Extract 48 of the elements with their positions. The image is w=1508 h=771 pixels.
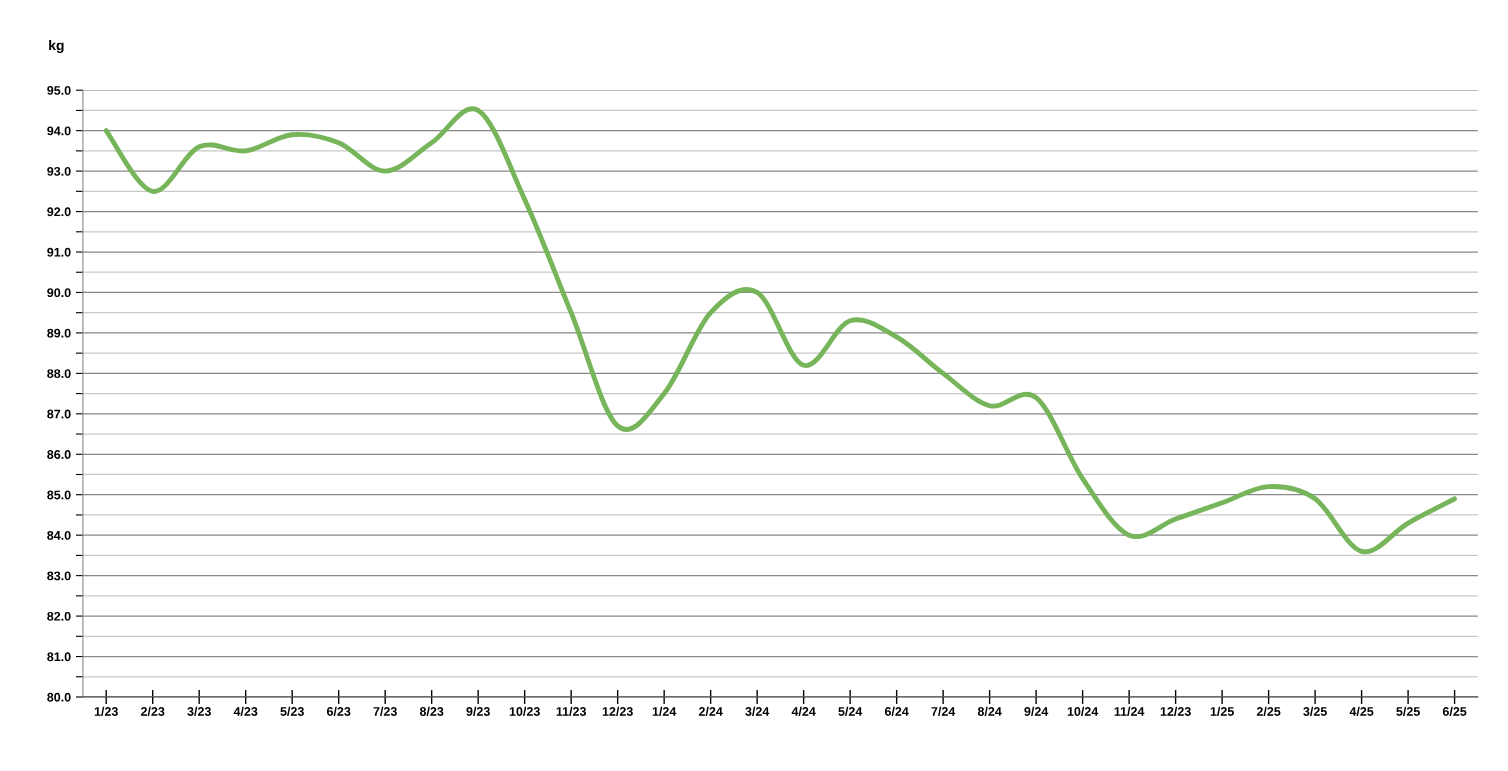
x-tick-label: 9/23	[466, 706, 490, 717]
line-series	[103, 107, 1458, 554]
y-axis-title: kg	[49, 40, 64, 54]
x-tick-label: 8/24	[977, 706, 1002, 717]
y-tick-label: 82.0	[47, 611, 71, 621]
y-tick-label: 92.0	[47, 207, 71, 217]
x-tick-label: 11/23	[556, 706, 586, 717]
y-tick-label: 85.0	[47, 490, 71, 500]
x-tick-label: 1/23	[94, 706, 118, 717]
x-tick-label: 10/24	[1067, 706, 1099, 717]
x-tick-label: 8/23	[419, 706, 444, 717]
x-tick-label: 12/23	[1160, 706, 1191, 717]
x-tick-label: 6/25	[1442, 706, 1467, 717]
x-tick-label: 2/23	[140, 706, 165, 717]
y-tick-label: 91.0	[47, 247, 71, 257]
x-tick-label: 3/24	[745, 706, 770, 717]
y-tick-label: 88.0	[47, 369, 71, 379]
x-tick-label: 4/25	[1349, 706, 1374, 717]
x-tick-label: 5/25	[1396, 706, 1420, 717]
x-tick-label: 10/23	[509, 706, 540, 717]
x-tick-label: 4/23	[233, 706, 258, 717]
y-tick-label: 93.0	[47, 166, 71, 176]
y-tick-label: 81.0	[47, 652, 71, 662]
x-tick-label: 6/23	[326, 706, 351, 717]
y-tick-label: 86.0	[47, 450, 71, 459]
y-tick-label: 84.0	[47, 530, 71, 540]
y-tick-label: 95.0	[47, 86, 71, 95]
x-tick-label: 7/23	[373, 706, 397, 717]
x-tick-label: 7/24	[931, 706, 956, 717]
y-tick-label: 87.0	[47, 409, 71, 419]
x-tick-label: 11/24	[1114, 706, 1145, 717]
x-tick-label: 5/24	[838, 706, 863, 717]
x-tick-label: 6/24	[884, 706, 909, 717]
y-tick-label: 94.0	[47, 126, 71, 136]
y-tick-label: 90.0	[47, 288, 71, 298]
y-tick-label: 83.0	[47, 571, 71, 581]
x-tick-label: 2/25	[1256, 706, 1281, 717]
x-tick-label: 5/23	[280, 706, 304, 717]
y-tick-label: 80.0	[47, 692, 71, 702]
x-tick-label: 1/24	[652, 706, 677, 717]
x-tick-label: 9/24	[1024, 706, 1049, 717]
x-tick-label: 1/25	[1210, 706, 1234, 717]
x-tick-label: 3/25	[1303, 706, 1327, 717]
x-tick-label: 4/24	[791, 706, 816, 717]
x-tick-label: 3/23	[187, 706, 211, 717]
x-tick-label: 2/24	[698, 706, 723, 717]
y-tick-label: 89.0	[47, 328, 71, 338]
x-tick-label: 12/23	[602, 706, 633, 717]
